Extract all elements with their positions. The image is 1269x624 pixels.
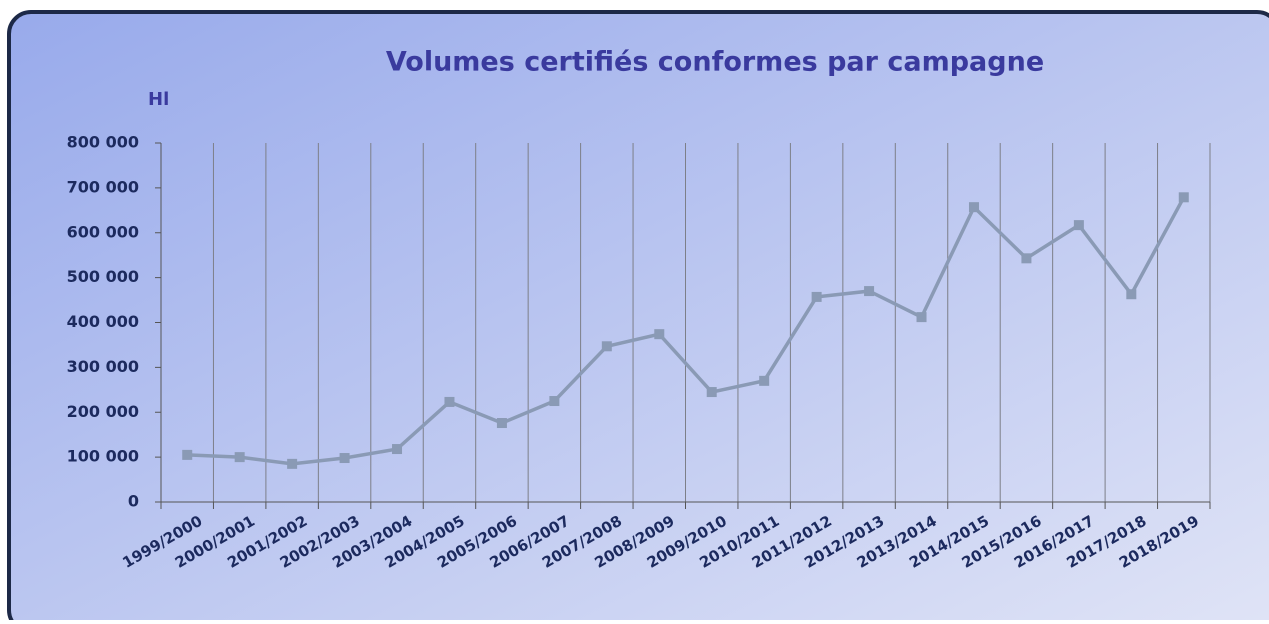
data-point [1073,220,1084,231]
series-line [187,196,1186,466]
y-tick-label: 100 000 [67,447,139,466]
data-point [1021,253,1032,264]
data-point [654,329,665,340]
data-point [706,387,717,398]
y-tick-label: 700 000 [67,177,139,196]
y-axis-label: Hl [148,89,169,110]
y-tick-label: 200 000 [67,402,139,421]
y-tick-label: 800 000 [67,133,139,152]
y-tick-label: 400 000 [67,312,139,331]
data-point [1126,289,1137,300]
data-point [601,341,612,352]
chart-title: Volumes certifiés conformes par campagne [386,47,1044,78]
chart-background [7,10,1269,624]
data-point [496,418,507,429]
data-point [182,449,193,460]
data-point [811,291,822,302]
data-point [392,444,403,455]
data-point [287,458,298,469]
data-point [864,286,875,297]
data-point [234,452,245,463]
data-point [549,396,560,407]
y-tick-label: 600 000 [67,222,139,241]
data-point [1178,192,1189,203]
data-point [444,396,455,407]
y-tick-label: 500 000 [67,267,139,286]
data-point [968,202,979,213]
y-tick-label: 0 [128,492,139,511]
y-tick-label: 300 000 [67,357,139,376]
data-point [759,375,770,386]
data-point [916,312,927,323]
data-point [339,453,350,464]
